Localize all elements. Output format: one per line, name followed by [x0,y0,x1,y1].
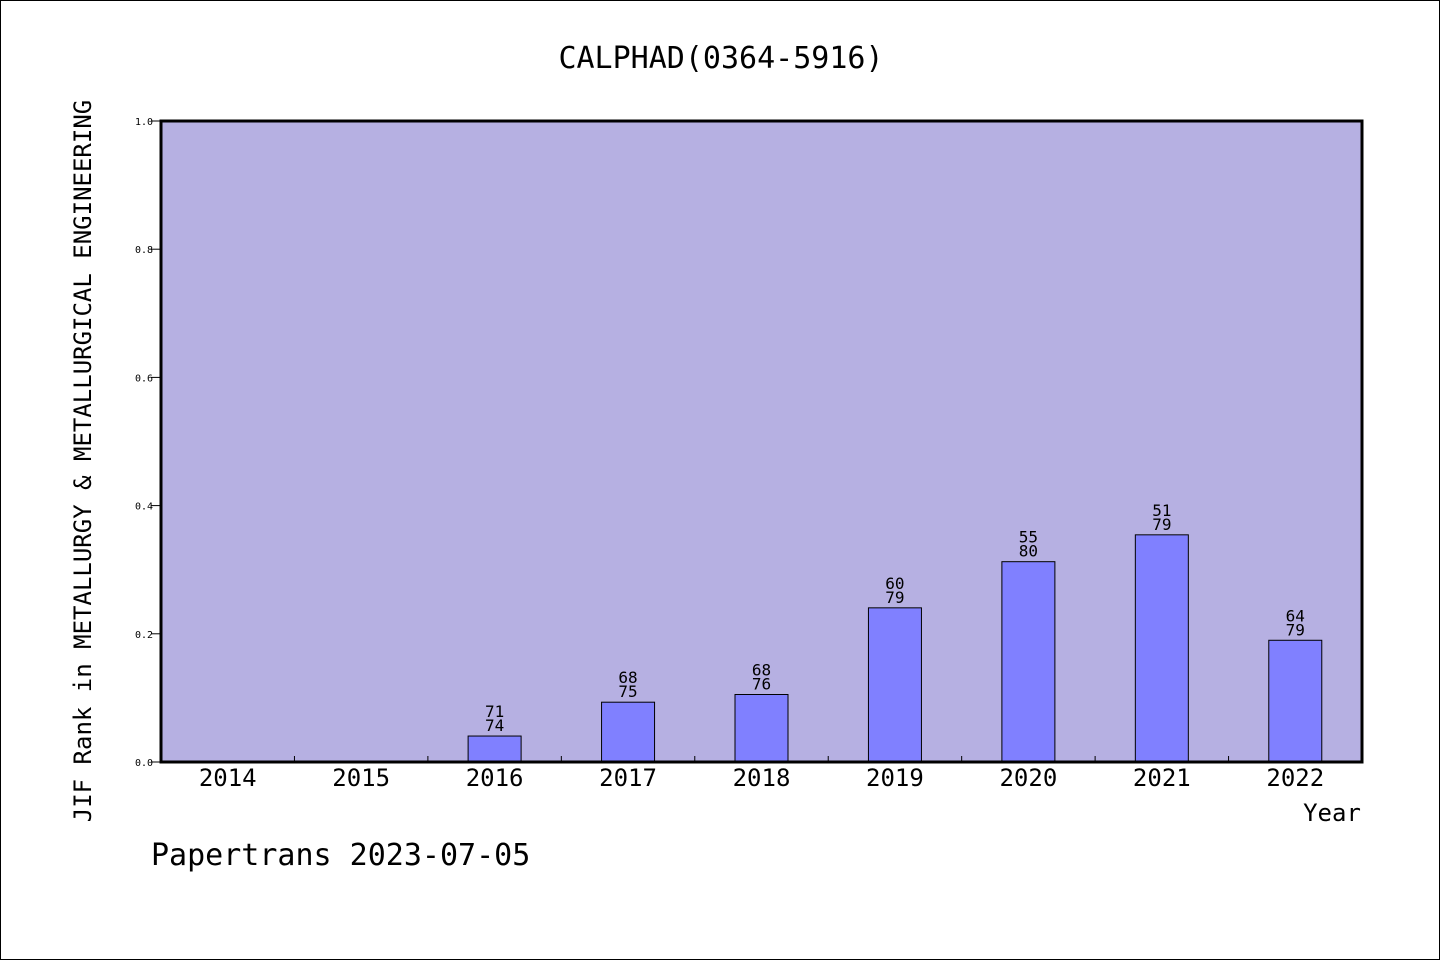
y-tick-label: 1.0 [135,117,153,128]
bar-2019 [867,607,922,763]
bar-2017 [601,701,656,763]
bar-label-total: 79 [1286,620,1305,639]
x-tick-label: 2022 [1266,764,1324,792]
y-tick-label: 0.6 [135,373,153,384]
bar-2021 [1134,534,1189,763]
bar-label-rank: 51 [1152,501,1171,520]
bar-label-rank: 64 [1286,606,1305,625]
chart-title: CALPHAD(0364-5916) [558,41,883,76]
bar-label-total: 75 [618,682,637,701]
x-axis-label: Year [1303,799,1361,827]
bar-label-rank: 55 [1019,528,1038,547]
x-tick-label: 2017 [599,764,657,792]
y-tick-label: 0.0 [135,758,153,769]
bar-label-rank: 68 [618,668,637,687]
bar-label-total: 79 [1152,515,1171,534]
bar-2018 [734,694,789,763]
footer-watermark: Papertrans 2023-07-05 [151,838,530,873]
y-axis-label: JIF Rank in METALLURGY & METALLURGICAL E… [69,100,97,822]
bar-2022 [1268,639,1323,763]
plot-border [159,119,1364,764]
x-tick-label: 2021 [1133,764,1191,792]
x-tick-label: 2019 [866,764,924,792]
x-tick-label: 2014 [199,764,257,792]
x-tick-label: 2020 [999,764,1057,792]
x-tick-label: 2018 [733,764,791,792]
bar-label-total: 80 [1019,542,1038,561]
bar-label-rank: 71 [485,702,504,721]
y-tick-label: 0.4 [135,502,153,513]
bar-label-rank: 68 [752,661,771,680]
y-tick-label: 0.2 [135,630,153,641]
bar-2016 [467,735,522,763]
bar-label-total: 76 [752,675,771,694]
x-tick-label: 2015 [332,764,390,792]
y-tick-label: 0.8 [135,245,153,256]
bar-label-total: 79 [885,588,904,607]
bar-2020 [1001,561,1056,763]
bar-label-rank: 60 [885,574,904,593]
bar-label-total: 74 [485,716,504,735]
x-tick-label: 2016 [466,764,524,792]
